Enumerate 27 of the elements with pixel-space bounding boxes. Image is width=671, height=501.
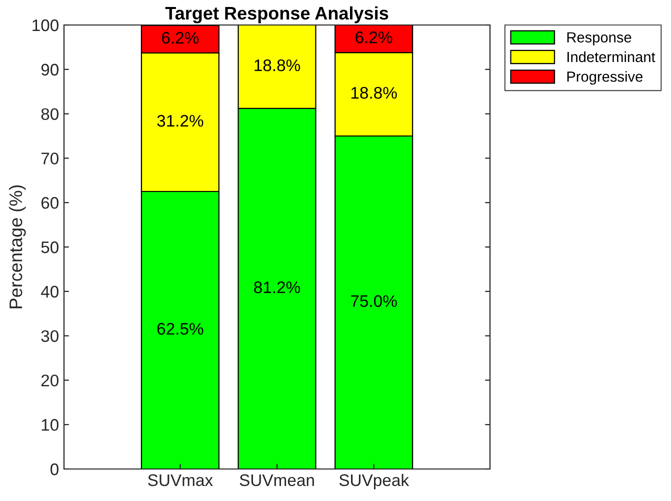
y-tick-label: 10 [42, 419, 58, 431]
legend-label: Response [567, 32, 632, 46]
chart-title: Target Response Analysis [165, 6, 388, 24]
data-label: 6.2% [356, 31, 392, 44]
y-axis-title: Percentage (%) [8, 185, 26, 308]
y-tick-label: 90 [41, 64, 58, 76]
data-label: 81.2% [254, 281, 300, 294]
data-label: 31.2% [157, 114, 204, 127]
y-tick-label: 70 [41, 152, 58, 164]
y-tick-label: 60 [41, 197, 58, 209]
legend-label: Progressive [567, 71, 643, 85]
data-label: 18.8% [351, 86, 397, 99]
y-tick-label: 100 [32, 19, 58, 32]
y-tick-label: 40 [40, 286, 58, 298]
data-label: 62.5% [157, 322, 204, 335]
data-label: 18.8% [254, 59, 300, 72]
data-label: 75.0% [351, 295, 397, 307]
y-tick-label: 20 [41, 374, 58, 386]
y-tick-label: 0 [50, 463, 58, 476]
x-tick-label: SUVmean [240, 474, 314, 486]
data-label: 6.2% [162, 32, 199, 44]
y-tick-label: 30 [41, 330, 58, 342]
y-tick-label: 80 [41, 108, 58, 120]
legend-label: Indeterminant [568, 51, 656, 62]
x-tick-label: SUVpeak [339, 474, 410, 490]
y-tick-label: 50 [41, 241, 58, 254]
x-tick-label: SUVmax [148, 474, 213, 486]
